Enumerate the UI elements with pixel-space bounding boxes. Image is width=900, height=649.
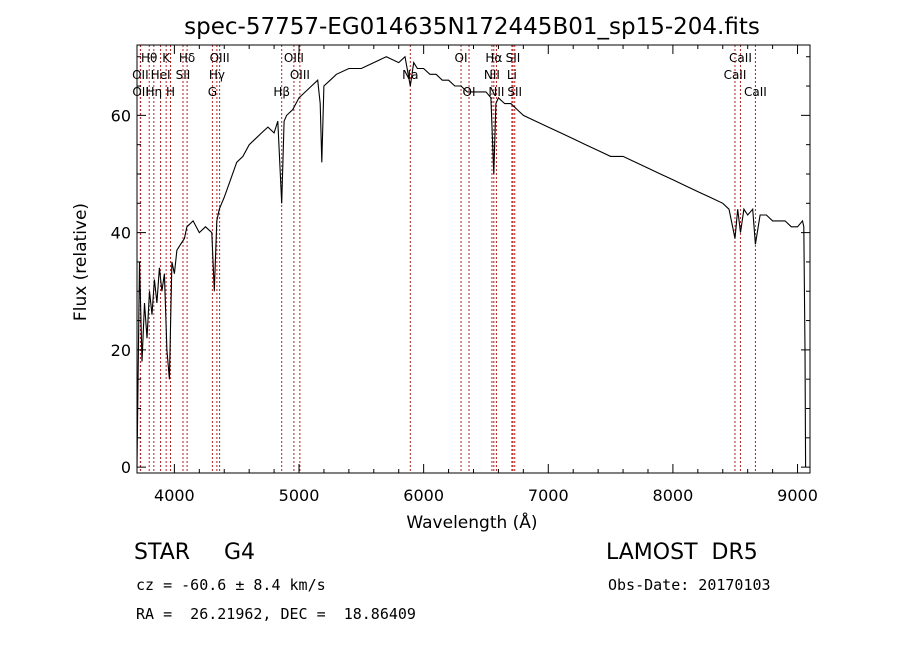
line-label: SII (506, 51, 521, 65)
x-tick-label: 4000 (154, 486, 195, 505)
chart-title: spec-57757-EG014635N172445B01_sp15-204.f… (184, 14, 760, 40)
line-label: NII (488, 85, 504, 99)
spectral-line-labels: HθOIIOIIHηKHeIHHδSIIOIIIHγGOIIIOIIIHβNaO… (132, 51, 767, 99)
line-label: CaII (724, 68, 747, 82)
object-subclass: G4 (224, 540, 256, 565)
y-tick-label: 0 (121, 458, 131, 477)
spectral-line-markers (139, 45, 756, 473)
line-label: OIII (210, 51, 230, 65)
redshift-cz: cz = -60.6 ± 8.4 km/s (136, 576, 326, 594)
line-label: SII (507, 85, 522, 99)
line-label: Hβ (273, 85, 290, 99)
line-label: Hα (485, 51, 502, 65)
line-label: H (166, 85, 175, 99)
plot-frame (136, 44, 811, 474)
x-axis-ticks: 4000 5000 6000 7000 8000 9000 (154, 45, 818, 505)
x-tick-label: 7000 (528, 486, 569, 505)
x-tick-label: 6000 (403, 486, 444, 505)
line-label: SII (176, 68, 191, 82)
line-label: K (162, 51, 171, 65)
line-label: CaII (744, 85, 767, 99)
y-tick-label: 40 (111, 224, 131, 243)
observation-date: Obs-Date: 20170103 (608, 576, 771, 594)
line-label: Li (507, 68, 517, 82)
y-axis-ticks: 0 20 40 60 (111, 56, 810, 477)
line-label: OII (132, 85, 149, 99)
line-label: HeI (151, 68, 171, 82)
line-label: OIII (284, 51, 304, 65)
x-tick-label: 5000 (279, 486, 320, 505)
line-label: NII (484, 68, 500, 82)
x-axis-label: Wavelength (Å) (406, 511, 537, 533)
line-label: G (208, 85, 217, 99)
line-label: OI (455, 51, 468, 65)
y-tick-label: 60 (111, 106, 131, 125)
line-label: Hγ (209, 68, 225, 82)
line-label: CaII (729, 51, 752, 65)
x-tick-label: 8000 (653, 486, 694, 505)
y-tick-label: 20 (111, 341, 131, 360)
y-axis-label: Flux (relative) (71, 203, 91, 321)
line-label: OII (132, 68, 149, 82)
line-label: Hδ (179, 51, 195, 65)
line-label: Hθ (141, 51, 157, 65)
line-label: Na (402, 68, 418, 82)
sky-coordinates: RA = 26.21962, DEC = 18.86409 (136, 605, 416, 623)
spectrum-line (136, 55, 807, 468)
line-label: Hη (146, 85, 163, 99)
line-label: OIII (290, 68, 310, 82)
object-class: STAR (134, 540, 191, 565)
line-label: OI (463, 85, 476, 99)
survey-name: LAMOST DR5 (606, 540, 758, 565)
x-tick-label: 9000 (777, 486, 818, 505)
